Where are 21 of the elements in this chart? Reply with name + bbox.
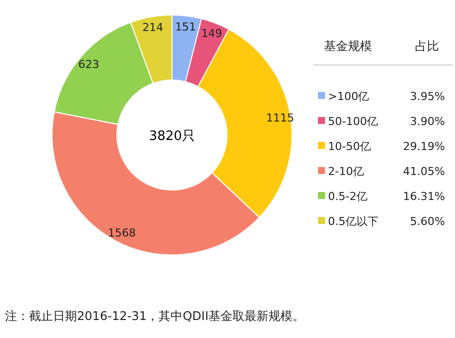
data-label: 149 xyxy=(201,26,222,40)
text: 注：截止日期2016-12-31，其中QDII基金取最新规模。 xyxy=(5,309,305,323)
data-label: 1568 xyxy=(108,226,136,240)
data-label: 214 xyxy=(142,21,164,34)
text: 5.60% xyxy=(410,215,445,228)
legend-label: >100亿 xyxy=(328,90,370,103)
legend-label: 0.5亿以下 xyxy=(328,215,378,228)
legend-title: 基金规模 xyxy=(324,39,372,53)
text: 3.90% xyxy=(410,115,445,128)
text: 41.05% xyxy=(403,165,445,178)
legend-label: 0.5-2亿 xyxy=(328,190,368,203)
text: 3820只 xyxy=(148,129,196,144)
legend-label: 2-10亿 xyxy=(328,165,364,178)
text: 16.31% xyxy=(403,190,445,203)
text: 29.19% xyxy=(403,140,445,153)
text: 3.95% xyxy=(410,90,445,103)
data-label: 623 xyxy=(78,58,100,71)
text: 占比 xyxy=(415,39,439,53)
legend-label: 10-50亿 xyxy=(328,140,371,153)
data-label: 151 xyxy=(175,20,196,34)
legend-label: 50-100亿 xyxy=(328,115,378,128)
